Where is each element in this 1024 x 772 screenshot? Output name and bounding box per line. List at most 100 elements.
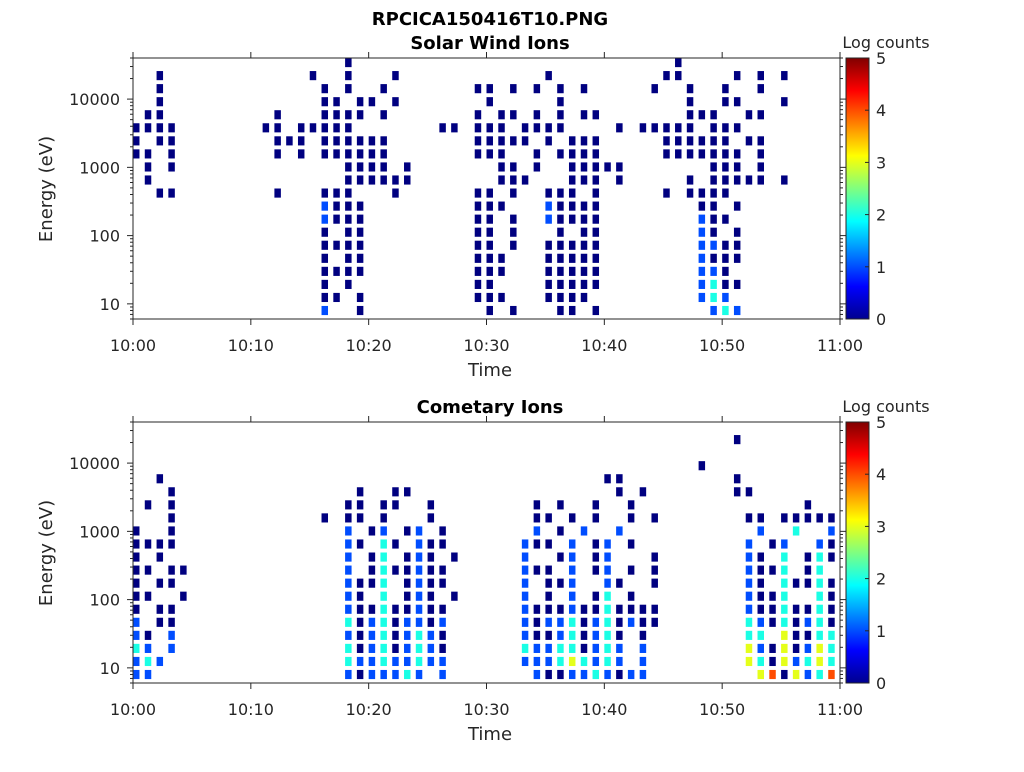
heatmap-cell	[345, 656, 352, 667]
heatmap-cell	[498, 201, 505, 211]
heatmap-cell	[345, 526, 352, 536]
heatmap-cell	[486, 292, 493, 303]
heatmap-cell	[557, 604, 564, 614]
heatmap-cell	[144, 539, 152, 549]
heatmap-cell	[274, 110, 281, 120]
heatmap-cell	[733, 474, 741, 484]
heatmap-cell	[616, 604, 623, 614]
heatmap-cell	[733, 253, 741, 263]
heatmap-cell	[380, 162, 387, 172]
heatmap-cell	[474, 84, 482, 94]
heatmap-cell	[557, 240, 564, 250]
heatmap-cell	[498, 266, 505, 276]
y-tick-label: 10	[100, 295, 120, 314]
heatmap-cell	[380, 669, 387, 680]
heatmap-cell	[769, 656, 776, 667]
heatmap-cell	[168, 578, 175, 588]
heatmap-cell	[380, 591, 387, 601]
heatmap-cell	[368, 552, 376, 562]
heatmap-cell	[345, 669, 352, 680]
heatmap-cell	[604, 552, 611, 562]
x-tick-label: 10:00	[110, 336, 156, 355]
heatmap-cell	[486, 201, 493, 211]
heatmap-cell	[133, 630, 140, 640]
heatmap-cell	[156, 97, 164, 107]
heatmap-cell	[616, 474, 623, 484]
heatmap-cell	[592, 136, 600, 146]
heatmap-cell	[557, 84, 564, 94]
heatmap-cell	[356, 201, 364, 211]
heatmap-cell	[545, 591, 552, 601]
heatmap-cell	[498, 175, 505, 185]
heatmap-cell	[380, 578, 387, 588]
heatmap-cell	[356, 500, 364, 510]
heatmap-cell	[345, 565, 352, 575]
heatmap-cell	[816, 539, 823, 549]
heatmap-cell	[698, 292, 706, 303]
heatmap-cell	[168, 604, 175, 614]
heatmap-cell	[474, 201, 482, 211]
heatmap-cell	[368, 669, 376, 680]
heatmap-cell	[439, 123, 446, 133]
panel-title: Cometary Ions	[417, 397, 564, 418]
heatmap-cell	[710, 136, 717, 146]
heatmap-cell	[781, 630, 788, 640]
heatmap-cell	[321, 149, 329, 159]
heatmap-cell	[722, 175, 729, 185]
heatmap-cell	[545, 266, 552, 276]
heatmap-cell	[486, 123, 493, 133]
heatmap-cell	[616, 630, 623, 640]
heatmap-cell	[745, 578, 753, 588]
heatmap-cell	[156, 110, 164, 120]
heatmap-cell	[675, 149, 682, 159]
heatmap-cell	[333, 240, 340, 250]
heatmap-cell	[368, 149, 376, 159]
heatmap-cell	[533, 110, 541, 120]
heatmap-cell	[816, 669, 823, 680]
heatmap-cell	[616, 175, 623, 185]
heatmap-cell	[745, 617, 753, 627]
heatmap-cell	[616, 669, 623, 680]
heatmap-cell	[792, 643, 800, 653]
heatmap-cell	[168, 188, 175, 198]
heatmap-cell	[769, 669, 776, 680]
heatmap-cell	[604, 539, 611, 549]
heatmap-cell	[345, 279, 352, 289]
heatmap-cell	[757, 513, 764, 523]
heatmap-cell	[745, 539, 753, 549]
heatmap-cell	[733, 149, 741, 159]
heatmap-cell	[627, 565, 635, 575]
heatmap-cell	[427, 630, 435, 640]
heatmap-cell	[757, 617, 764, 627]
heatmap-cell	[368, 630, 376, 640]
heatmap-cell	[710, 292, 717, 303]
heatmap-cell	[427, 578, 435, 588]
heatmap-cell	[486, 305, 493, 316]
heatmap-cell	[557, 500, 564, 510]
heatmap-cell	[568, 669, 576, 680]
heatmap-cell	[639, 487, 647, 497]
heatmap-cell	[745, 513, 753, 523]
heatmap-cell	[816, 630, 823, 640]
x-tick-label: 11:00	[817, 700, 863, 719]
heatmap-cell	[580, 266, 588, 276]
heatmap-cell	[333, 214, 340, 224]
heatmap-cell	[156, 539, 164, 549]
heatmap-cell	[345, 201, 352, 211]
heatmap-cell	[521, 630, 529, 640]
heatmap-cell	[510, 188, 517, 198]
heatmap-cell	[474, 149, 482, 159]
heatmap-cell	[345, 110, 352, 120]
heatmap-cell	[321, 292, 329, 303]
heatmap-cell	[156, 474, 164, 484]
heatmap-cell	[486, 253, 493, 263]
heatmap-cell	[144, 110, 152, 120]
heatmap-cell	[568, 604, 576, 614]
heatmap-cell	[156, 604, 164, 614]
heatmap-cell	[156, 84, 164, 94]
x-tick-label: 10:10	[228, 336, 274, 355]
heatmap-cell	[345, 513, 352, 523]
heatmap-cell	[580, 240, 588, 250]
heatmap-cell	[781, 565, 788, 575]
heatmap-cell	[568, 630, 576, 640]
